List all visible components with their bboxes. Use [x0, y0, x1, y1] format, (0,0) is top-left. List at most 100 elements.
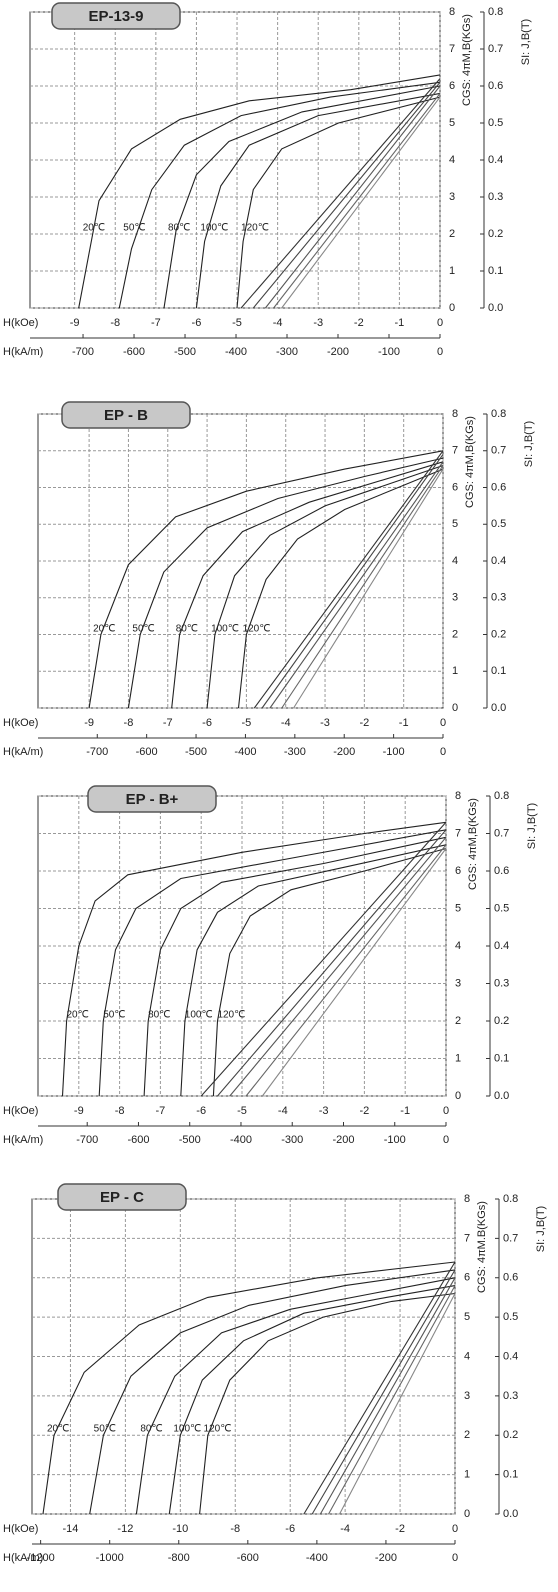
- x-tick-label: -9: [70, 317, 80, 329]
- y2-tick-label: 0.0: [494, 1090, 509, 1102]
- curve-label: 20℃: [93, 623, 115, 634]
- y2-tick-label: 0.0: [488, 302, 503, 314]
- x2-tick-label: 0: [440, 746, 446, 758]
- curve: [171, 461, 444, 709]
- x-tick-label: -5: [242, 717, 252, 729]
- chart-title: EP - C: [100, 1189, 144, 1206]
- y2-tick-label: 0.3: [503, 1390, 518, 1402]
- y2-tick-label: 0.1: [491, 665, 506, 677]
- curve: [199, 1292, 456, 1515]
- y-tick-label: 3: [449, 191, 455, 203]
- y-tick-label: 7: [452, 445, 458, 457]
- y2-axis-label: SI: J,B(T): [526, 803, 538, 849]
- curve: [339, 1293, 456, 1515]
- y-tick-label: 0: [464, 1508, 470, 1520]
- x2-tick-label: -400: [234, 746, 256, 758]
- x-axis-label: H(kOe): [3, 1105, 38, 1117]
- x-tick-label: -2: [360, 1105, 370, 1117]
- y2-tick-label: 0.0: [503, 1508, 518, 1520]
- x-tick-label: -14: [63, 1523, 79, 1535]
- y2-tick-label: 0.7: [491, 445, 506, 457]
- x2-tick-label: -200: [333, 746, 355, 758]
- x-tick-label: -8: [110, 317, 120, 329]
- y-tick-label: 2: [452, 628, 458, 640]
- x-tick-label: -6: [285, 1523, 295, 1535]
- y2-tick-label: 0.2: [503, 1429, 518, 1441]
- curve: [217, 829, 447, 1097]
- x-tick-label: -8: [230, 1523, 240, 1535]
- curve-label: 80℃: [148, 1010, 170, 1021]
- y-axis-label: CGS: 4πM,B(KGs): [464, 416, 476, 508]
- y-tick-label: 6: [452, 481, 458, 493]
- y2-tick-label: 0.1: [503, 1469, 518, 1481]
- y-tick-label: 6: [449, 80, 455, 92]
- y-tick-label: 2: [449, 228, 455, 240]
- x-tick-label: -5: [237, 1105, 247, 1117]
- y2-tick-label: 0.3: [488, 191, 503, 203]
- x2-tick-label: -300: [276, 346, 298, 358]
- x-tick-label: -9: [84, 717, 94, 729]
- x-tick-label: -3: [313, 317, 323, 329]
- curve: [328, 1285, 456, 1515]
- curve-label: 20℃: [83, 223, 105, 234]
- chart-title: EP-13-9: [88, 8, 143, 25]
- curve-label: 120℃: [204, 1424, 232, 1435]
- y-tick-label: 1: [455, 1052, 461, 1064]
- y2-tick-label: 0.3: [491, 592, 506, 604]
- curve: [180, 844, 447, 1097]
- y-tick-label: 3: [455, 977, 461, 989]
- x-tick-label: -2: [354, 317, 364, 329]
- curve-label: 120℃: [243, 623, 271, 634]
- x-tick-label: -3: [319, 1105, 329, 1117]
- curve: [78, 74, 441, 309]
- y-tick-label: 8: [452, 408, 458, 420]
- y2-tick-label: 0.4: [488, 154, 503, 166]
- x2-tick-label: -400: [230, 1134, 252, 1146]
- curve: [163, 85, 441, 309]
- curve-label: 120℃: [241, 223, 269, 234]
- x2-tick-label: 0: [437, 346, 443, 358]
- curve: [303, 1261, 456, 1515]
- y2-axis-label: SI: J,B(T): [535, 1206, 547, 1252]
- x-tick-label: -1: [400, 1105, 410, 1117]
- curve-label: 50℃: [123, 223, 145, 234]
- y-tick-label: 4: [455, 940, 461, 952]
- y2-tick-label: 0.2: [491, 628, 506, 640]
- curve: [42, 1261, 456, 1515]
- x2-tick-label: 0: [452, 1552, 458, 1564]
- x2-axis-label: H(kA/m): [3, 346, 43, 358]
- curve: [281, 96, 441, 309]
- x2-tick-label: -300: [284, 746, 306, 758]
- x-tick-label: -4: [273, 317, 283, 329]
- y2-tick-label: 0.8: [491, 408, 506, 420]
- y-tick-label: 2: [455, 1015, 461, 1027]
- x-tick-label: -6: [196, 1105, 206, 1117]
- y-tick-label: 0: [449, 302, 455, 314]
- y2-tick-label: 0.6: [491, 481, 506, 493]
- x-tick-label: 0: [437, 317, 443, 329]
- y-tick-label: 4: [449, 154, 455, 166]
- y2-tick-label: 0.3: [494, 977, 509, 989]
- x-tick-label: -5: [232, 317, 242, 329]
- x2-tick-label: -200: [375, 1552, 397, 1564]
- curve-label: 20℃: [66, 1010, 88, 1021]
- y-tick-label: 4: [452, 555, 458, 567]
- y-tick-label: 3: [464, 1390, 470, 1402]
- curve: [240, 78, 441, 309]
- x2-tick-label: -100: [384, 1134, 406, 1146]
- y2-tick-label: 0.6: [494, 865, 509, 877]
- y-tick-label: 1: [452, 665, 458, 677]
- x-tick-label: -12: [117, 1523, 133, 1535]
- x2-tick-label: -300: [281, 1134, 303, 1146]
- y-tick-label: 5: [455, 902, 461, 914]
- y2-tick-label: 0.5: [494, 902, 509, 914]
- curve: [264, 85, 441, 309]
- curve-label: 100℃: [173, 1424, 201, 1435]
- x-tick-label: -6: [202, 717, 212, 729]
- x2-tick-label: -200: [332, 1134, 354, 1146]
- y-tick-label: 8: [455, 790, 461, 802]
- curve: [88, 450, 444, 709]
- curve: [135, 1277, 456, 1515]
- x-tick-label: -8: [124, 717, 134, 729]
- x-tick-label: -2: [395, 1523, 405, 1535]
